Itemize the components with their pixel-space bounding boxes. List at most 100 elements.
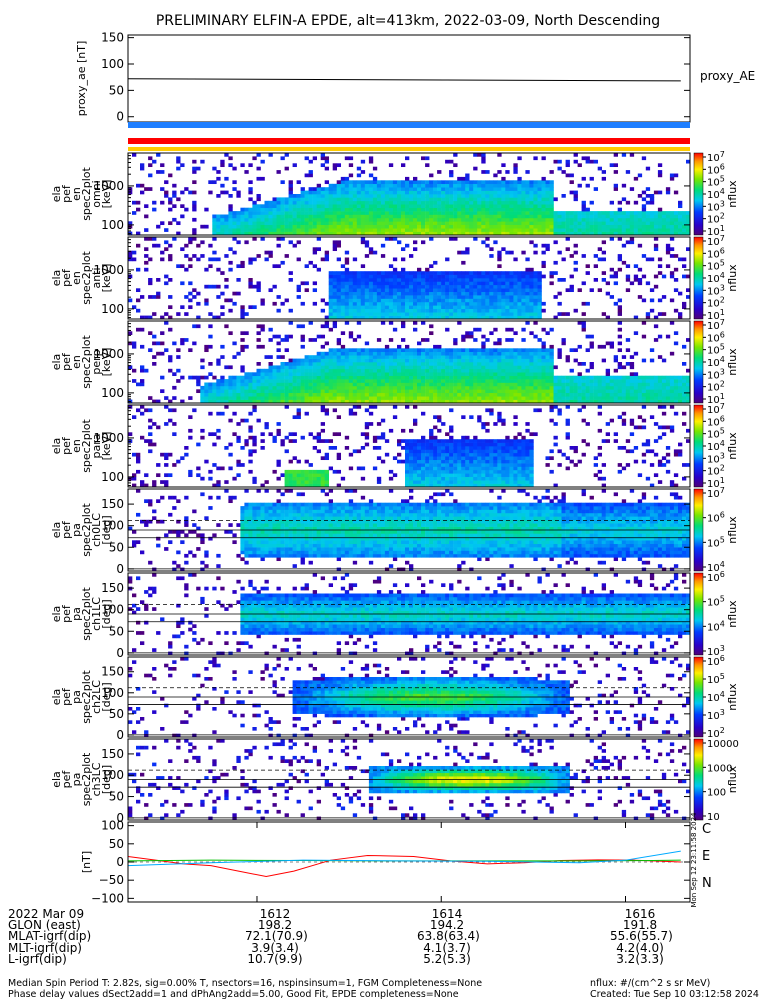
heatmap-cell: [216, 396, 221, 400]
heatmap-cell: [380, 221, 386, 226]
heatmap-cell: [433, 281, 438, 286]
heatmap-cell: [453, 194, 458, 198]
heatmap-cell: [489, 183, 494, 188]
heatmap-cell: [188, 240, 193, 245]
heatmap-cell: [665, 399, 671, 404]
heatmap-cell: [401, 291, 406, 296]
heatmap-cell: [657, 312, 663, 316]
heatmap-cell: [465, 355, 470, 359]
heatmap-cell: [453, 228, 458, 232]
heatmap-cell: [601, 382, 607, 387]
heatmap-cell: [541, 379, 546, 383]
heatmap-cell: [364, 301, 370, 306]
heatmap-cell: [344, 365, 350, 370]
heatmap-cell: [380, 368, 386, 373]
heatmap-cell: [481, 221, 486, 226]
heatmap-cell: [252, 156, 257, 161]
heatmap-cell: [541, 211, 546, 215]
heatmap-cell: [168, 254, 173, 258]
heatmap-cell: [617, 312, 623, 316]
heatmap-cell: [501, 351, 506, 356]
heatmap-cell: [405, 217, 410, 222]
heatmap-cell: [288, 365, 293, 370]
heatmap-cell: [372, 217, 378, 222]
heatmap-cell: [136, 207, 141, 212]
heatmap-cell: [421, 183, 426, 188]
heatmap-cell: [136, 231, 141, 236]
heatmap-cell: [537, 385, 542, 390]
heatmap-cell: [553, 228, 558, 232]
heatmap-cell: [525, 183, 530, 188]
heatmap-cell: [324, 341, 330, 346]
heatmap-cell: [465, 214, 470, 219]
heatmap-cell: [529, 281, 534, 286]
heatmap-cell: [276, 341, 281, 346]
heatmap-cell: [316, 194, 322, 198]
heatmap-cell: [457, 368, 462, 373]
heatmap-cell: [425, 274, 430, 279]
heatmap-cell: [188, 264, 193, 269]
heatmap-cell: [541, 344, 546, 349]
heatmap-cell: [473, 379, 478, 383]
heatmap-cell: [653, 214, 659, 219]
heatmap-cell: [425, 385, 430, 390]
heatmap-cell: [441, 298, 446, 303]
heatmap-cell: [453, 396, 458, 400]
heatmap-cell: [545, 180, 550, 185]
heatmap-cell: [585, 375, 590, 380]
heatmap-cell: [264, 368, 269, 373]
heatmap-cell: [336, 295, 342, 299]
heatmap-cell: [405, 348, 410, 353]
heatmap-cell: [252, 399, 257, 404]
heatmap-cell: [264, 379, 269, 383]
heatmap-cell: [549, 372, 554, 377]
heatmap-cell: [417, 281, 422, 286]
heatmap-cell: [645, 396, 651, 400]
heatmap-cell: [340, 228, 346, 232]
heatmap-cell: [517, 368, 522, 373]
heatmap-cell: [228, 217, 233, 222]
heatmap-cell: [284, 221, 289, 226]
heatmap-cell: [573, 382, 578, 387]
heatmap-cell: [465, 396, 470, 400]
heatmap-cell: [356, 362, 362, 366]
heatmap-cell: [686, 231, 691, 236]
heatmap-cell: [224, 385, 229, 390]
heatmap-cell: [625, 385, 631, 390]
heatmap-cell: [453, 274, 458, 279]
heatmap-cell: [280, 442, 285, 447]
heatmap-cell: [188, 190, 193, 195]
heatmap-cell: [489, 298, 494, 303]
heatmap-cell: [413, 362, 418, 366]
heatmap-cell: [212, 250, 217, 255]
heatmap-cell: [252, 408, 257, 413]
heatmap-cell: [413, 221, 418, 226]
heatmap-cell: [497, 153, 502, 157]
heatmap-cell: [625, 211, 631, 215]
heatmap-cell: [252, 435, 257, 440]
heatmap-cell: [340, 308, 346, 313]
heatmap-cell: [621, 211, 627, 215]
heatmap-cell: [240, 305, 245, 310]
heatmap-cell: [637, 295, 643, 299]
heatmap-cell: [601, 176, 607, 181]
heatmap-cell: [388, 295, 394, 299]
heatmap-cell: [332, 372, 338, 377]
heatmap-cell: [637, 228, 643, 232]
heatmap-cell: [469, 298, 474, 303]
heatmap-cell: [581, 214, 586, 219]
heatmap-cell: [344, 211, 350, 215]
heatmap-cell: [517, 156, 522, 161]
heatmap-cell: [360, 368, 366, 373]
heatmap-cell: [517, 308, 522, 313]
heatmap-cell: [513, 312, 518, 316]
heatmap-cell: [380, 301, 386, 306]
heatmap-cell: [565, 231, 570, 236]
heatmap-cell: [537, 207, 542, 212]
heatmap-cell: [593, 264, 599, 269]
heatmap-cell: [649, 200, 655, 205]
heatmap-cell: [445, 308, 450, 313]
heatmap-cell: [368, 312, 374, 316]
heatmap-cell: [621, 382, 627, 387]
heatmap-cell: [352, 180, 358, 185]
